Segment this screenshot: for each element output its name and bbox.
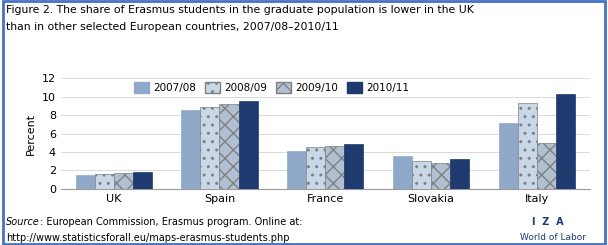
- Bar: [201, 107, 219, 189]
- Bar: [344, 144, 364, 189]
- Bar: [181, 110, 201, 189]
- Text: : European Commission, Erasmus program. Online at:: : European Commission, Erasmus program. …: [40, 217, 302, 227]
- Text: Figure 2. The share of Erasmus students in the graduate population is lower in t: Figure 2. The share of Erasmus students …: [6, 5, 474, 15]
- Bar: [325, 146, 344, 189]
- Bar: [219, 104, 238, 189]
- Bar: [499, 123, 518, 189]
- Text: World of Labor: World of Labor: [520, 233, 586, 242]
- Legend: 2007/08, 2008/09, 2009/10, 2010/11: 2007/08, 2008/09, 2009/10, 2010/11: [130, 78, 413, 97]
- Bar: [114, 173, 133, 189]
- Bar: [287, 151, 306, 189]
- Bar: [450, 159, 469, 189]
- Bar: [393, 156, 412, 189]
- Text: Source: Source: [6, 217, 40, 227]
- Text: than in other selected European countries, 2007/08–2010/11: than in other selected European countrie…: [6, 22, 339, 32]
- Text: http://www.statisticsforall.eu/maps-erasmus-students.php: http://www.statisticsforall.eu/maps-eras…: [6, 233, 289, 243]
- Bar: [75, 175, 95, 189]
- Bar: [238, 101, 258, 189]
- Bar: [306, 147, 325, 189]
- Text: I  Z  A: I Z A: [532, 217, 564, 227]
- Bar: [556, 94, 575, 189]
- Bar: [537, 143, 556, 189]
- Bar: [133, 172, 152, 189]
- Bar: [431, 163, 450, 189]
- Y-axis label: Percent: Percent: [26, 112, 36, 155]
- Bar: [412, 161, 431, 189]
- Bar: [518, 103, 537, 189]
- Bar: [95, 174, 114, 189]
